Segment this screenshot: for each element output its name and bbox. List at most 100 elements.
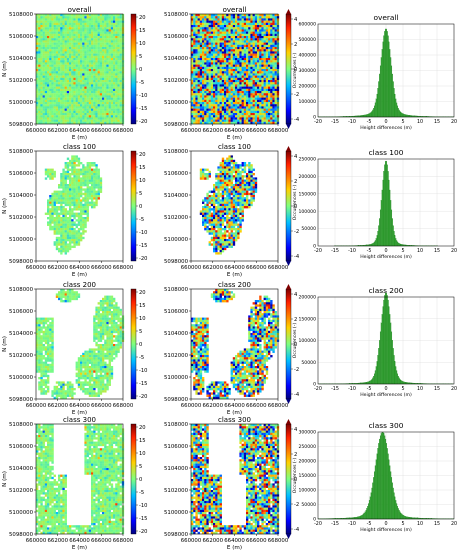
histogram-y-tick-label: 150000 bbox=[298, 191, 316, 197]
histogram-bar bbox=[374, 105, 376, 118]
histogram-bar bbox=[392, 225, 394, 247]
x-tick-label: 668000 bbox=[268, 128, 289, 134]
histogram-x-tick-label: 5 bbox=[401, 119, 404, 125]
histogram-bar bbox=[404, 516, 406, 520]
histogram-bar bbox=[372, 243, 374, 247]
histogram-bar bbox=[396, 105, 398, 118]
map-xlabel: E (m) bbox=[72, 135, 87, 141]
colorbar: 20 15 10 5 0 -5 -10 -15 -20 bbox=[130, 288, 147, 400]
histogram-bar bbox=[402, 113, 404, 118]
histogram-bar bbox=[383, 171, 385, 247]
histogram-x-tick-label: -5 bbox=[367, 386, 372, 392]
y-tick-label: 5106000 bbox=[164, 171, 189, 177]
histogram-bar bbox=[387, 453, 389, 520]
histogram-bar bbox=[356, 516, 358, 520]
histogram-bar bbox=[408, 517, 410, 520]
histogram-y-tick-label: 150000 bbox=[298, 316, 316, 322]
histogram-bar bbox=[364, 114, 366, 118]
histogram-bar bbox=[395, 238, 397, 247]
map-panel: overall 660000 662000 664000 666000 668000 E (… bbox=[2, 6, 147, 141]
histogram-bar bbox=[374, 471, 376, 520]
map-panel: class 300 660000 662000 664000 666000 668000 E… bbox=[2, 416, 147, 550]
histogram-x-tick-label: 20 bbox=[451, 119, 457, 125]
histogram-bar bbox=[374, 465, 376, 520]
y-tick-label: 5100000 bbox=[9, 237, 34, 243]
colorbar-tick-label: 2 bbox=[294, 317, 297, 323]
y-tick-label: 5100000 bbox=[9, 510, 34, 516]
histogram-bar bbox=[394, 361, 396, 385]
histogram-bar bbox=[387, 35, 389, 118]
colorbar-tick-label: 2 bbox=[294, 179, 297, 185]
histogram-bar bbox=[386, 448, 388, 520]
colorbar-tick-label: -10 bbox=[139, 503, 147, 509]
colorbar-gradient bbox=[130, 13, 137, 125]
y-tick-label: 5104000 bbox=[9, 193, 34, 199]
y-tick-label: 5102000 bbox=[164, 215, 189, 221]
histogram-bar bbox=[385, 292, 387, 385]
histogram-bar bbox=[396, 373, 398, 385]
histogram-bar bbox=[397, 508, 399, 520]
histogram-y-tick-label: 250000 bbox=[298, 444, 316, 450]
x-tick-label: 666000 bbox=[91, 538, 112, 544]
colorbar-tick-label: -10 bbox=[139, 368, 147, 374]
colorbar-gradient bbox=[285, 13, 292, 125]
histogram-bar bbox=[386, 164, 388, 247]
histogram-y-tick-label: 100000 bbox=[298, 209, 316, 215]
histogram-bar bbox=[402, 515, 404, 520]
histogram-bar bbox=[388, 459, 390, 520]
histogram-bar bbox=[365, 510, 367, 520]
histogram-bar bbox=[373, 242, 375, 247]
histogram-bar bbox=[367, 114, 369, 118]
histogram-bar bbox=[391, 73, 393, 118]
colorbar-tick-label: -4 bbox=[294, 392, 300, 398]
histogram-bar bbox=[396, 506, 398, 520]
histogram-ylabel: Occurrences (-) bbox=[292, 185, 298, 221]
histogram-bar bbox=[385, 292, 387, 385]
x-tick-label: 664000 bbox=[69, 403, 90, 409]
histogram-bar bbox=[381, 314, 383, 385]
histogram-bar bbox=[375, 459, 377, 520]
histogram-bar bbox=[391, 340, 393, 385]
histogram-bar bbox=[375, 366, 377, 385]
histogram-bar bbox=[389, 465, 391, 520]
histogram-bar bbox=[359, 516, 361, 520]
y-tick-label: 5104000 bbox=[164, 331, 189, 337]
histogram-bar bbox=[405, 382, 407, 385]
y-tick-label: 5098000 bbox=[9, 122, 34, 128]
histogram-bar bbox=[403, 381, 405, 385]
colorbar-tick-label: -10 bbox=[139, 230, 147, 236]
map-title: overall bbox=[68, 6, 92, 14]
histogram-bar bbox=[395, 500, 397, 520]
histogram-bar bbox=[396, 241, 398, 247]
x-tick-label: 660000 bbox=[181, 128, 202, 134]
histogram-bar bbox=[390, 200, 392, 247]
y-tick-label: 5108000 bbox=[164, 12, 189, 18]
colorbar-gradient bbox=[285, 423, 292, 535]
histogram-bar bbox=[386, 295, 388, 385]
x-tick-label: 664000 bbox=[69, 538, 90, 544]
histogram-bar bbox=[367, 506, 369, 520]
histogram-bar bbox=[377, 355, 379, 385]
histogram-bar bbox=[386, 31, 388, 118]
colorbar-tick-label: 0 bbox=[139, 67, 142, 73]
histogram-x-tick-label: -20 bbox=[314, 521, 322, 527]
histogram-bar bbox=[392, 81, 394, 118]
histogram-bar bbox=[378, 443, 380, 520]
histogram-bar bbox=[375, 238, 377, 247]
map-raster bbox=[36, 14, 125, 125]
histogram-bar bbox=[358, 516, 360, 520]
x-tick-label: 662000 bbox=[202, 538, 223, 544]
y-tick-label: 5106000 bbox=[164, 444, 189, 450]
y-tick-label: 5108000 bbox=[9, 287, 34, 293]
colorbar-tick-label: 5 bbox=[139, 191, 142, 197]
histogram-bar bbox=[392, 487, 394, 520]
colorbar-tick-label: -5 bbox=[139, 355, 144, 361]
x-tick-label: 660000 bbox=[26, 128, 47, 134]
histogram-y-tick-label: 150000 bbox=[298, 473, 316, 479]
histogram-bar bbox=[406, 516, 408, 520]
map-title: class 300 bbox=[63, 416, 96, 424]
histogram-bar bbox=[402, 113, 404, 118]
x-tick-label: 666000 bbox=[246, 265, 267, 271]
histogram-bar bbox=[369, 244, 371, 247]
